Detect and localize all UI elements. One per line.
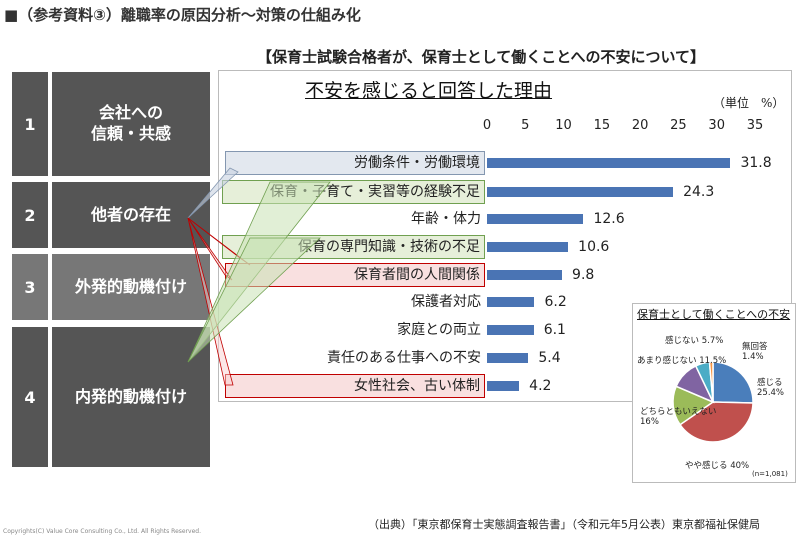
pie-label-name: どちらともいえない	[640, 407, 717, 417]
x-tick-label: 20	[631, 118, 649, 133]
pie-label-value: 5.7%	[701, 336, 724, 346]
bar-value-label: 10.6	[578, 239, 610, 255]
pie-label-value: 11.5%	[699, 356, 727, 366]
bar	[487, 270, 563, 280]
pie-label-name: 無回答	[742, 342, 768, 352]
connector-green	[187, 237, 322, 363]
section-subtitle: 【保育士試験合格者が、保育士として働くことへの不安について】	[257, 48, 706, 66]
pie-slice	[708, 361, 714, 403]
bar-value-label: 24.3	[683, 184, 715, 200]
category-label: 保護者対応	[411, 294, 481, 310]
chart-title: 不安を感じると回答した理由	[305, 80, 553, 102]
bar	[487, 297, 535, 307]
x-tick-label: 35	[746, 118, 764, 133]
bar-value-label: 5.4	[538, 350, 561, 366]
pie-label: 感じない 5.7%	[665, 336, 723, 346]
pie-label-name: 感じる	[757, 378, 783, 388]
pie-slice	[712, 361, 754, 404]
bar	[487, 242, 569, 252]
source-note: （出典）「東京都保育士実態調査報告書」（令和元年5月公表）東京都福祉保健局	[368, 518, 760, 531]
category-label: 労働条件・労働環境	[225, 151, 485, 175]
x-tick-label: 10	[555, 118, 572, 133]
bar	[487, 325, 534, 335]
category-label: 責任のある仕事への不安	[327, 350, 481, 366]
category-label: 年齢・体力	[411, 211, 481, 227]
category-label: 女性社会、古い体制	[225, 374, 485, 398]
factor-number-4: 4	[12, 327, 48, 467]
pie-label-value: 40%	[730, 461, 750, 471]
x-tick-label: 30	[708, 118, 725, 133]
factor-number-2: 2	[12, 182, 48, 248]
x-tick-label: 15	[593, 118, 611, 133]
bar-value-label: 12.6	[593, 211, 625, 227]
page-title: ■（参考資料③）離職率の原因分析～対策の仕組み化	[4, 6, 361, 24]
bar	[487, 187, 674, 197]
bar	[487, 381, 520, 391]
factor-label-2: 他者の存在	[52, 182, 210, 248]
factor-number-1: 1	[12, 72, 48, 176]
bar	[487, 214, 584, 224]
pie-label: どちらともいえない 16%	[640, 407, 716, 427]
factor-number-3: 3	[12, 254, 48, 320]
bar	[487, 158, 731, 168]
x-tick-label: 25	[670, 118, 687, 133]
x-tick-label: 5	[521, 118, 530, 133]
unit-label: （単位 %）	[713, 96, 785, 110]
bar	[487, 353, 529, 363]
connector-blue	[187, 167, 239, 219]
sample-size-note: (n=1,081)	[752, 470, 788, 478]
category-label: 家庭との両立	[397, 322, 481, 338]
pie-label: やや感じる 40%	[685, 461, 749, 471]
pie-label-value: 16%	[640, 417, 659, 428]
pie-slice	[679, 401, 754, 443]
factor-label-1: 会社への 信頼・共感	[52, 72, 210, 176]
factor-label-4: 内発的動機付け	[52, 327, 210, 467]
bar-value-label: 4.2	[529, 378, 552, 394]
connector-red	[187, 217, 234, 386]
bar-value-label: 6.1	[543, 322, 566, 338]
pie-title: 保育士として働くことへの不安	[637, 308, 791, 321]
factor-label-3: 外発的動機付け	[52, 254, 210, 320]
pie-label: あまり感じない 11.5%	[637, 356, 726, 366]
bar-value-label: 6.2	[544, 294, 567, 310]
pie-label-name: やや感じる	[685, 461, 728, 471]
pie-label-value: 25.4%	[757, 388, 785, 399]
pie-label-name: 感じない	[665, 336, 700, 346]
bar-value-label: 9.8	[572, 267, 595, 283]
pie-label-name: あまり感じない	[637, 356, 697, 366]
pie-label-value: 1.4%	[742, 352, 764, 363]
x-tick-label: 0	[482, 118, 492, 133]
pie-label: 無回答 1.4%	[742, 342, 768, 362]
bar-value-label: 31.8	[740, 155, 772, 171]
pie-label: 感じる 25.4%	[757, 378, 784, 398]
copyright: Copyrights(C) Value Core Consulting Co.,…	[3, 528, 202, 535]
